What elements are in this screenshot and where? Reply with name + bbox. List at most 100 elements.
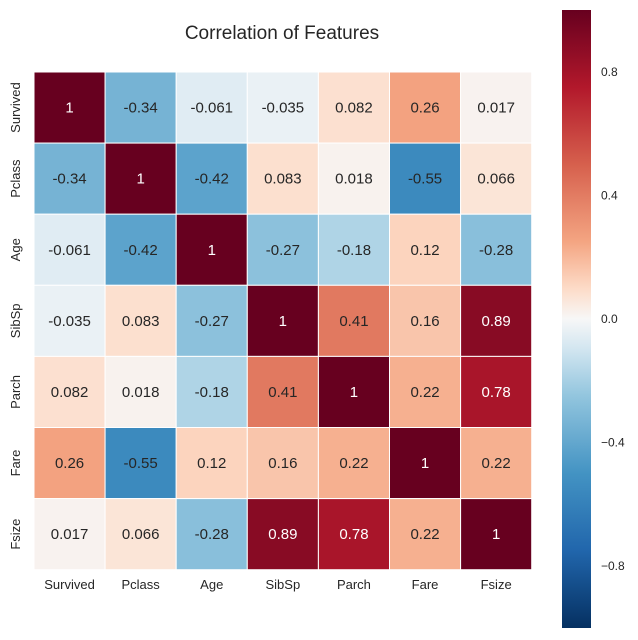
- cell-value-label: 1: [421, 455, 429, 472]
- colorbar-tick-label: −0.8: [601, 559, 625, 573]
- x-tick-label: Survived: [44, 577, 95, 592]
- cell-value-label: -0.55: [124, 455, 158, 472]
- cell-value-label: 0.22: [482, 455, 511, 472]
- cell-value-label: -0.18: [337, 242, 371, 259]
- heatmap-cell: [460, 142, 533, 215]
- heatmap-cell: [175, 71, 248, 144]
- heatmap-cell: [175, 498, 248, 571]
- x-tick-label: Age: [200, 577, 223, 592]
- cell-value-label: 0.083: [122, 313, 160, 330]
- cell-value-label: -0.34: [124, 100, 158, 117]
- x-tick-label: Parch: [337, 577, 371, 592]
- cell-value-label: 0.78: [482, 384, 511, 401]
- cell-value-label: -0.061: [48, 242, 91, 259]
- heatmap-cell: [389, 498, 462, 571]
- heatmap-cell: [104, 284, 177, 357]
- heatmap-cell: [460, 427, 533, 500]
- heatmap-cell: [317, 498, 390, 571]
- y-tick-label: Age: [8, 238, 23, 261]
- heatmap-cell: [246, 71, 319, 144]
- cell-value-label: -0.55: [408, 171, 442, 188]
- heatmap-cell: [246, 213, 319, 286]
- cell-value-label: 1: [208, 242, 216, 259]
- cell-value-label: 0.26: [410, 100, 439, 117]
- cell-value-label: 0.89: [268, 526, 297, 543]
- colorbar: [562, 10, 591, 628]
- x-axis-tick-labels: Survived Pclass Age SibSp Parch Fare Fsize: [44, 577, 511, 592]
- cell-value-label: -0.035: [48, 313, 91, 330]
- heatmap-cell: [175, 427, 248, 500]
- heatmap-cell: [389, 213, 462, 286]
- cell-value-label: 0.16: [268, 455, 297, 472]
- cell-value-label: 1: [65, 100, 73, 117]
- heatmap-cell: [460, 284, 533, 357]
- cell-value-label: 0.78: [339, 526, 368, 543]
- heatmap-cell: [175, 213, 248, 286]
- heatmap-cell: [33, 142, 106, 215]
- cell-value-label: 0.89: [482, 313, 511, 330]
- cell-value-label: 1: [350, 384, 358, 401]
- cell-value-label: 0.41: [268, 384, 297, 401]
- cell-value-label: -0.035: [262, 100, 305, 117]
- cell-value-label: 0.082: [335, 100, 373, 117]
- x-tick-label: Fsize: [481, 577, 512, 592]
- y-tick-label: SibSp: [8, 303, 23, 338]
- heatmap-cell: [33, 71, 106, 144]
- cell-value-label: -0.27: [266, 242, 300, 259]
- cell-value-label: -0.28: [479, 242, 513, 259]
- heatmap-cell: [389, 71, 462, 144]
- cell-value-label: 0.017: [477, 100, 515, 117]
- colorbar-tick-label: 0.8: [601, 65, 618, 79]
- heatmap-cells: 1 -0.34 -0.061 -0.035 0.082 0.26 0.017 -0.34 1 -0…: [33, 71, 533, 571]
- x-tick-label: SibSp: [265, 577, 300, 592]
- cell-value-label: 0.018: [122, 384, 160, 401]
- heatmap-cell: [104, 71, 177, 144]
- x-tick-label: Fare: [412, 577, 439, 592]
- heatmap-cell: [33, 284, 106, 357]
- cell-value-label: 0.066: [477, 171, 515, 188]
- cell-value-label: -0.18: [195, 384, 229, 401]
- heatmap-cell: [317, 142, 390, 215]
- heatmap-cell: [104, 213, 177, 286]
- cell-value-label: 0.12: [197, 455, 226, 472]
- heatmap-cell: [33, 498, 106, 571]
- y-tick-label: Fsize: [8, 519, 23, 550]
- cell-value-label: 0.22: [410, 526, 439, 543]
- x-tick-label: Pclass: [122, 577, 161, 592]
- cell-value-label: -0.28: [195, 526, 229, 543]
- heatmap-cell: [246, 498, 319, 571]
- cell-value-label: 1: [279, 313, 287, 330]
- cell-value-label: 0.16: [410, 313, 439, 330]
- heatmap-cell: [246, 427, 319, 500]
- heatmap-cell: [33, 355, 106, 428]
- cell-value-label: -0.34: [52, 171, 86, 188]
- cell-value-label: 0.066: [122, 526, 160, 543]
- cell-value-label: -0.061: [190, 100, 233, 117]
- heatmap-cell: [460, 213, 533, 286]
- cell-value-label: 0.26: [55, 455, 84, 472]
- cell-value-label: 0.41: [339, 313, 368, 330]
- heatmap-cell: [175, 355, 248, 428]
- cell-value-label: 1: [492, 526, 500, 543]
- y-tick-label: Parch: [8, 375, 23, 409]
- chart-title: Correlation of Features: [185, 23, 379, 44]
- colorbar-tick-labels: 0.8 0.4 0.0 −0.4 −0.8: [601, 65, 625, 573]
- cell-value-label: 0.083: [264, 171, 302, 188]
- cell-value-label: 0.018: [335, 171, 373, 188]
- heatmap-cell: [389, 284, 462, 357]
- heatmap-cell: [317, 213, 390, 286]
- cell-value-label: -0.42: [195, 171, 229, 188]
- heatmap-cell: [460, 355, 533, 428]
- heatmap-cell: [460, 498, 533, 571]
- colorbar-tick-label: 0.0: [601, 312, 618, 326]
- heatmap-cell: [246, 284, 319, 357]
- heatmap-cell: [175, 142, 248, 215]
- cell-value-label: 0.12: [410, 242, 439, 259]
- heatmap-cell: [104, 427, 177, 500]
- cell-value-label: 0.22: [410, 384, 439, 401]
- y-tick-label: Pclass: [8, 159, 23, 198]
- cell-value-label: 0.082: [51, 384, 89, 401]
- cell-value-label: -0.27: [195, 313, 229, 330]
- y-axis-tick-labels: Survived Pclass Age SibSp Parch Fare Fsize: [8, 82, 23, 549]
